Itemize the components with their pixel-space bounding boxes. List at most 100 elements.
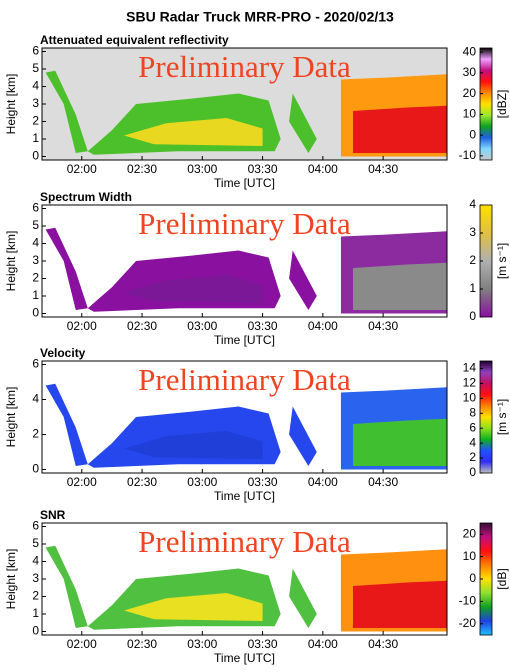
x-tick-label: 03:00 bbox=[187, 162, 217, 176]
y-tick-label: 4 bbox=[32, 79, 39, 93]
y-axis-label: Height [km] bbox=[4, 387, 18, 448]
y-tick-label: 4 bbox=[32, 392, 39, 406]
x-tick-label: 04:00 bbox=[308, 162, 338, 176]
y-tick-label: 1 bbox=[32, 606, 39, 620]
y-tick-label: 0 bbox=[32, 149, 39, 163]
y-tick-label: 4 bbox=[32, 236, 39, 250]
echo-field bbox=[45, 70, 447, 157]
panel-title: Attenuated equivalent reflectivity bbox=[40, 33, 229, 47]
x-tick-label: 04:30 bbox=[368, 162, 398, 176]
colorbar-tick-label: -10 bbox=[459, 594, 477, 608]
x-tick-label: 03:00 bbox=[187, 637, 217, 651]
colorbar-tick-label: 30 bbox=[463, 65, 477, 79]
y-tick-label: 1 bbox=[32, 288, 39, 302]
echo-field bbox=[45, 383, 447, 470]
x-axis-label: Time [UTC] bbox=[214, 489, 275, 503]
echo-field bbox=[45, 545, 447, 632]
x-tick-label: 04:30 bbox=[368, 475, 398, 489]
echo-region bbox=[352, 262, 447, 310]
y-axis-label: Height [km] bbox=[4, 74, 18, 135]
colorbar-tick-label: 0 bbox=[469, 571, 476, 585]
colorbar-label: [dB] bbox=[495, 568, 509, 589]
echo-region bbox=[123, 118, 263, 146]
y-tick-label: 2 bbox=[32, 114, 39, 128]
colorbar-tick-label: 0 bbox=[469, 309, 476, 323]
y-tick-label: 6 bbox=[32, 519, 39, 533]
x-axis-label: Time [UTC] bbox=[214, 651, 275, 665]
colorbar-label: [dBZ] bbox=[495, 90, 509, 119]
y-tick-label: 6 bbox=[32, 357, 39, 371]
colorbar-tick-label: 2 bbox=[469, 253, 476, 267]
echo-region bbox=[352, 580, 447, 628]
echo-region bbox=[123, 593, 263, 621]
watermark: Preliminary Data bbox=[138, 49, 351, 84]
colorbar-tick-label: -10 bbox=[459, 148, 477, 162]
y-axis-label: Height [km] bbox=[4, 231, 18, 292]
colorbar-tick-label: 4 bbox=[469, 435, 476, 449]
colorbar-tick-label: 10 bbox=[463, 549, 477, 563]
figure-title: SBU Radar Truck MRR-PRO - 2020/02/13 bbox=[126, 9, 394, 25]
colorbar-label: [m s⁻¹] bbox=[495, 399, 509, 435]
plot-frame bbox=[41, 360, 448, 474]
x-tick-label: 02:30 bbox=[127, 637, 157, 651]
panel-title: SNR bbox=[40, 508, 66, 522]
x-tick-label: 03:30 bbox=[248, 162, 278, 176]
x-tick-label: 04:00 bbox=[308, 319, 338, 333]
echo-region bbox=[45, 70, 88, 153]
panel-title: Spectrum Width bbox=[40, 190, 132, 204]
x-tick-label: 02:00 bbox=[67, 475, 97, 489]
x-axis-label: Time [UTC] bbox=[214, 176, 275, 190]
echo-region bbox=[45, 545, 88, 628]
y-tick-label: 2 bbox=[32, 589, 39, 603]
colorbar-tick-label: 20 bbox=[463, 86, 477, 100]
y-tick-label: 0 bbox=[32, 462, 39, 476]
y-tick-label: 3 bbox=[32, 253, 39, 267]
y-tick-label: 6 bbox=[32, 201, 39, 215]
y-tick-label: 3 bbox=[32, 571, 39, 585]
colorbar bbox=[479, 47, 493, 161]
colorbar-tick-label: 10 bbox=[463, 391, 477, 405]
x-tick-label: 02:30 bbox=[127, 475, 157, 489]
y-tick-label: 2 bbox=[32, 427, 39, 441]
echo-field bbox=[45, 227, 447, 314]
echo-region bbox=[289, 250, 317, 310]
x-axis-label: Time [UTC] bbox=[214, 333, 275, 347]
echo-region bbox=[289, 568, 317, 628]
x-tick-label: 04:00 bbox=[308, 637, 338, 651]
panel-title: Velocity bbox=[40, 346, 86, 360]
colorbar-tick-label: 2 bbox=[469, 450, 476, 464]
x-tick-label: 03:00 bbox=[187, 319, 217, 333]
x-tick-label: 04:30 bbox=[368, 319, 398, 333]
y-tick-label: 5 bbox=[32, 61, 39, 75]
echo-region bbox=[289, 93, 317, 153]
colorbar-tick-label: 1 bbox=[469, 281, 476, 295]
colorbar bbox=[479, 360, 493, 474]
y-axis-label: Height [km] bbox=[4, 549, 18, 610]
colorbar-tick-label: 6 bbox=[469, 420, 476, 434]
x-tick-label: 03:30 bbox=[248, 637, 278, 651]
y-tick-label: 0 bbox=[32, 624, 39, 638]
colorbar-tick-label: 0 bbox=[469, 127, 476, 141]
y-tick-label: 3 bbox=[32, 96, 39, 110]
echo-region bbox=[45, 227, 88, 310]
echo-region bbox=[123, 275, 263, 303]
colorbar-tick-label: 14 bbox=[463, 361, 477, 375]
x-tick-label: 02:30 bbox=[127, 319, 157, 333]
colorbar-tick-label: 40 bbox=[463, 44, 477, 58]
colorbar-tick-label: 8 bbox=[469, 405, 476, 419]
colorbar-tick-label: 20 bbox=[463, 526, 477, 540]
x-tick-label: 03:00 bbox=[187, 475, 217, 489]
y-tick-label: 0 bbox=[32, 306, 39, 320]
colorbar-label: [m s⁻¹] bbox=[495, 243, 509, 279]
y-tick-label: 4 bbox=[32, 554, 39, 568]
colorbar-tick-label: 12 bbox=[463, 376, 477, 390]
y-tick-label: 5 bbox=[32, 218, 39, 232]
x-tick-label: 02:00 bbox=[67, 637, 97, 651]
y-tick-label: 5 bbox=[32, 536, 39, 550]
x-tick-label: 02:00 bbox=[67, 162, 97, 176]
y-tick-label: 2 bbox=[32, 271, 39, 285]
colorbar-tick-label: -20 bbox=[459, 616, 477, 630]
x-tick-label: 02:30 bbox=[127, 162, 157, 176]
colorbar-tick-label: 4 bbox=[469, 197, 476, 211]
